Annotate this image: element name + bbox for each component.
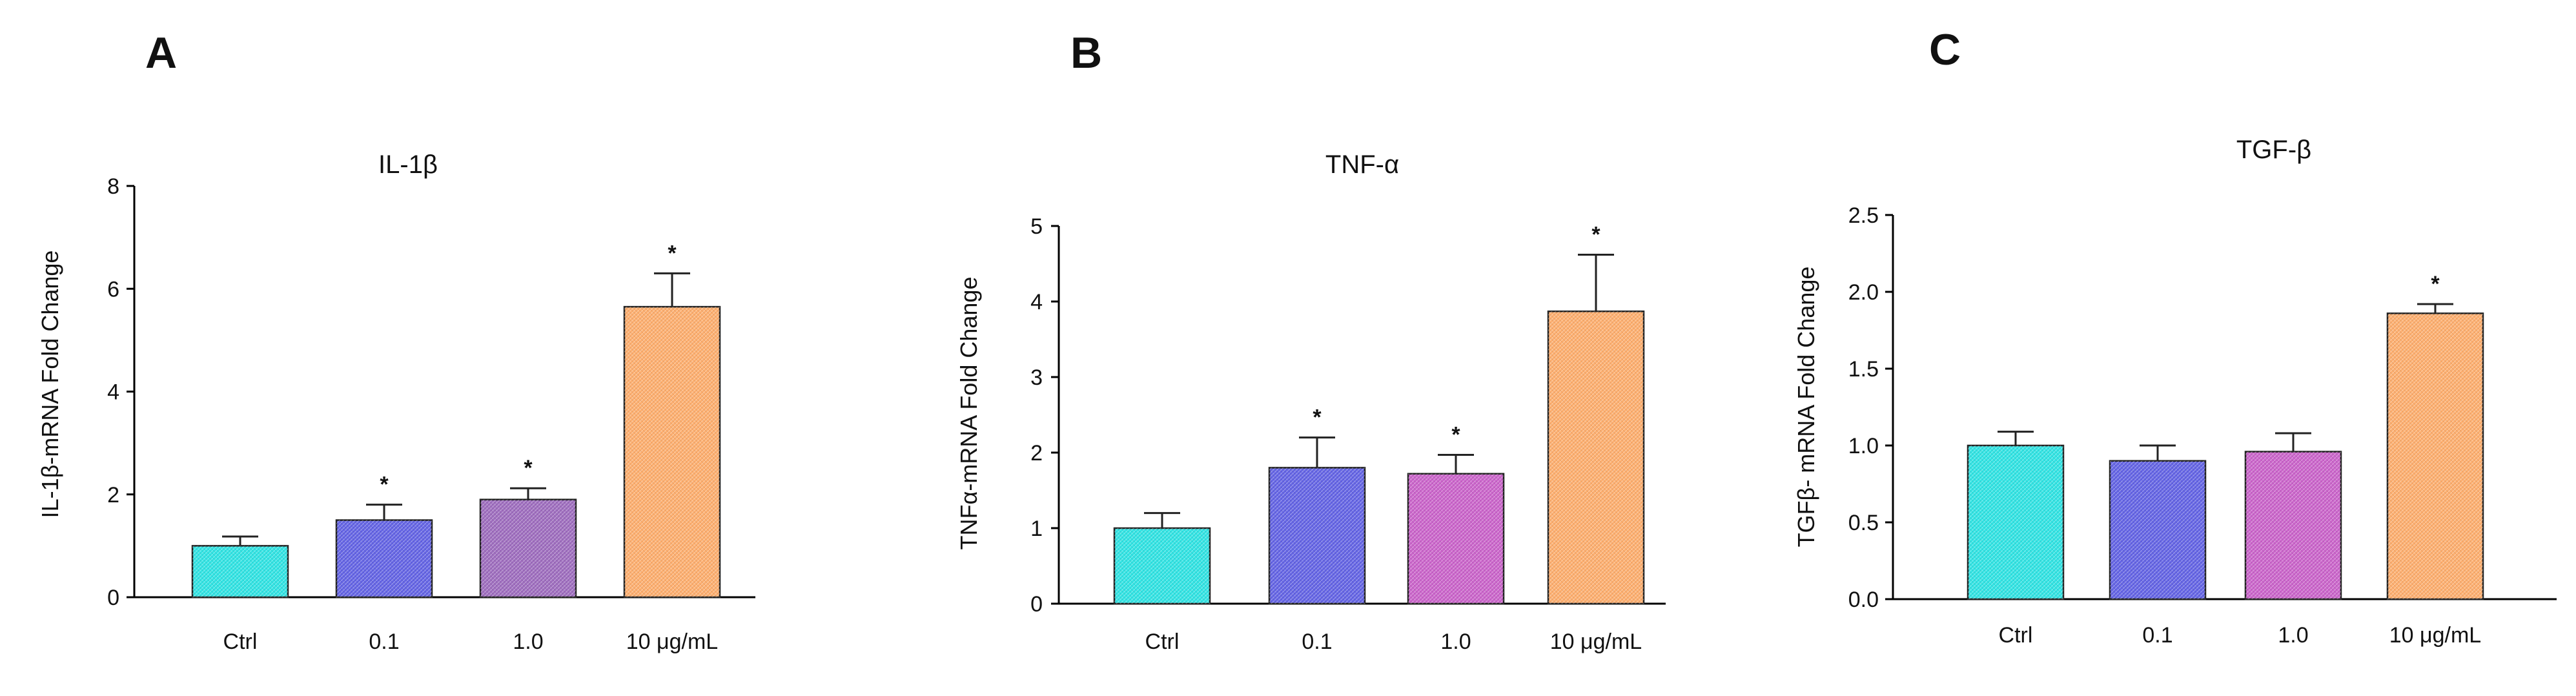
y-tick-label-b: 0 (1030, 592, 1043, 617)
panel-c: C TGF-β TGFβ- mRNA Fold Change 0.0 0.5 1.0… (1793, 25, 2557, 648)
y-tick-label-a: 6 (107, 277, 119, 302)
bar-texture-a-2 (480, 499, 576, 597)
panel-letter-a: A (145, 28, 177, 77)
category-label-c-2: 1.0 (2278, 623, 2308, 648)
bar-texture-b-3 (1548, 311, 1644, 604)
category-label-b-3: 10 μg/mL (1550, 629, 1642, 654)
y-tick-label-a: 0 (107, 586, 119, 610)
y-tick-label-b: 4 (1030, 290, 1043, 314)
bar-texture-a-1 (336, 520, 432, 597)
category-label-b-0: Ctrl (1145, 629, 1180, 654)
y-tick-label-b: 3 (1030, 365, 1043, 390)
panel-letter-b: B (1070, 28, 1102, 77)
category-label-a-3: 10 μg/mL (626, 629, 718, 654)
category-label-b-1: 0.1 (1302, 629, 1332, 654)
plot-area-a: 0 2 4 6 8 Ctrl * 0.1 * 1.0 * 10 μg/mL (107, 174, 755, 654)
category-label-b-2: 1.0 (1440, 629, 1471, 654)
bar-texture-a-0 (192, 546, 288, 597)
plot-area-c: 0.0 0.5 1.0 1.5 2.0 2.5 Ctrl 0.1 1.0 * 10 μg/mL (1848, 203, 2557, 648)
significance-mark-b-2: * (1451, 423, 1460, 447)
y-tick-label-c: 0.0 (1848, 588, 1879, 612)
significance-mark-a-2: * (524, 456, 533, 480)
y-axis-label-a: IL-1β-mRNA Fold Change (37, 251, 63, 518)
category-label-c-0: Ctrl (1999, 623, 2033, 648)
bar-texture-a-3 (624, 307, 720, 597)
category-label-c-1: 0.1 (2142, 623, 2172, 648)
bar-texture-b-2 (1408, 473, 1504, 604)
category-label-c-3: 10 μg/mL (2389, 623, 2481, 648)
y-tick-label-a: 2 (107, 483, 119, 507)
significance-mark-a-1: * (380, 473, 389, 497)
panel-a: A IL-1β IL-1β-mRNA Fold Change 0 2 4 6 8 Ctrl… (37, 28, 755, 654)
y-tick-label-c: 2.5 (1848, 203, 1879, 228)
y-tick-label-c: 0.5 (1848, 511, 1879, 535)
y-axis-label-c: TGFβ- mRNA Fold Change (1793, 267, 1819, 548)
significance-mark-c-3: * (2431, 272, 2440, 296)
y-tick-label-c: 2.0 (1848, 280, 1879, 305)
y-tick-label-a: 4 (107, 380, 119, 405)
y-tick-label-a: 8 (107, 174, 119, 199)
y-tick-label-b: 2 (1030, 441, 1043, 466)
chart-title-c: TGF-β (2236, 136, 2311, 164)
y-tick-label-b: 1 (1030, 517, 1043, 541)
plot-area-b: 0 1 2 3 4 5 Ctrl * 0.1 * 1.0 * 10 μg/mL (1030, 214, 1666, 654)
significance-mark-a-3: * (668, 241, 677, 265)
bar-texture-c-1 (2110, 460, 2205, 599)
significance-mark-b-3: * (1591, 222, 1600, 247)
panel-letter-c: C (1929, 25, 1961, 74)
panel-b: B TNF-α TNFα-mRNA Fold Change 0 1 2 3 4 5 Ctrl… (956, 28, 1666, 654)
significance-mark-b-1: * (1313, 405, 1322, 430)
chart-title-b: TNF-α (1325, 150, 1399, 179)
y-tick-label-c: 1.0 (1848, 434, 1879, 458)
bar-texture-c-2 (2245, 451, 2341, 599)
category-label-a-0: Ctrl (223, 629, 258, 654)
y-axis-label-b: TNFα-mRNA Fold Change (956, 277, 982, 550)
category-label-a-1: 0.1 (369, 629, 399, 654)
category-label-a-2: 1.0 (513, 629, 543, 654)
bar-texture-b-1 (1269, 467, 1365, 604)
y-tick-label-b: 5 (1030, 214, 1043, 239)
bar-texture-c-0 (1968, 445, 2063, 599)
chart-title-a: IL-1β (378, 150, 438, 179)
y-tick-label-c: 1.5 (1848, 357, 1879, 382)
bar-texture-b-0 (1114, 528, 1210, 604)
bar-texture-c-3 (2387, 313, 2483, 599)
